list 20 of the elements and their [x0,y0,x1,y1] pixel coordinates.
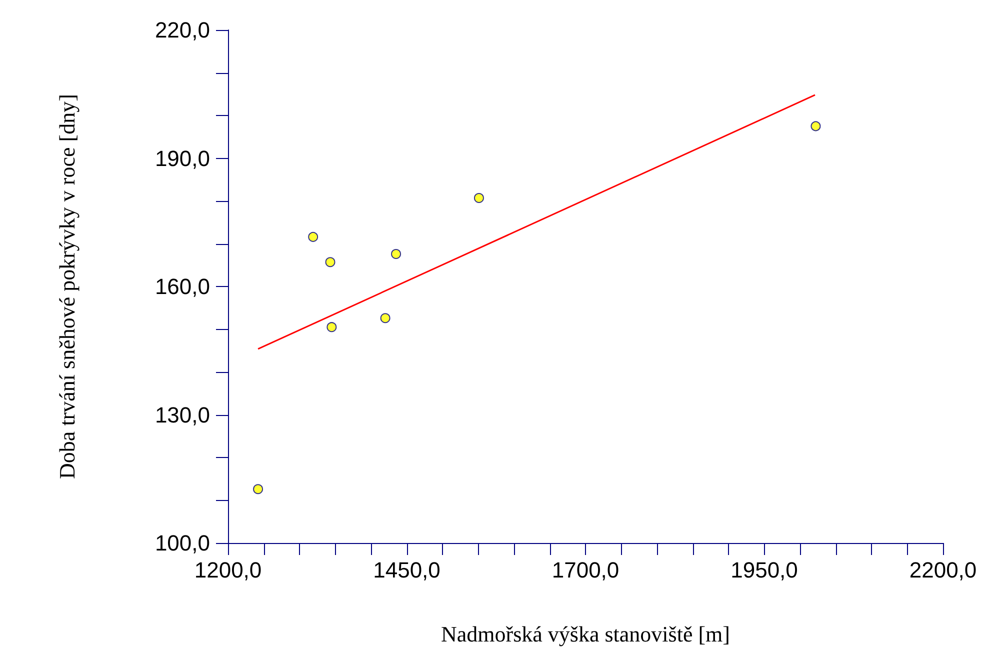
point [810,121,821,132]
x-tick-label: 1450,0 [373,558,440,582]
y-tick-label: 220,0 [154,18,210,42]
point [308,232,318,242]
y-tick-label: 190,0 [154,146,210,171]
y-tick-label: 100,0 [154,530,210,556]
point [326,322,337,332]
y-tick-label: 130,0 [154,402,210,428]
x-tick-label: 1950,0 [730,558,798,582]
x-axis-title: Nadmořská výška stanoviště [m] [441,622,730,646]
point [391,249,402,260]
x-tick-label: 1700,0 [552,558,620,582]
y-tick-label: 160,0 [154,274,210,299]
point [325,257,336,268]
x-tick-label: 2200,0 [909,558,977,582]
point [474,193,484,204]
x-tick-label: 1200,0 [194,558,262,582]
y-axis-title: Doba trvání sněhové pokrývky v roce [dny] [54,94,80,479]
point [380,313,390,324]
point [253,484,264,494]
